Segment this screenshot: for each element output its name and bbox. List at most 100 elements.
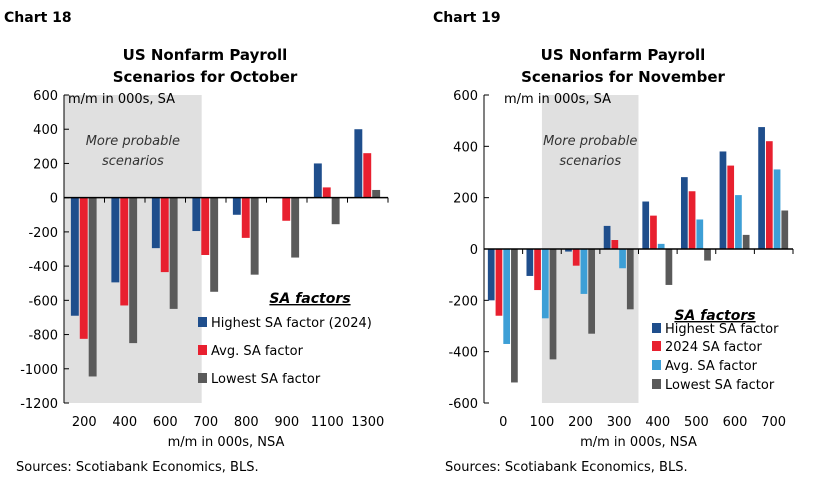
bar-lowest-sa-factor-0 bbox=[511, 249, 518, 383]
source-note: Sources: Scotiabank Economics, BLS. bbox=[445, 460, 688, 475]
bar-highest-sa-factor-500 bbox=[680, 177, 688, 249]
bar-avg-sa-factor-400 bbox=[657, 243, 665, 249]
legend-swatch bbox=[198, 373, 207, 383]
x-tick-label: 900 bbox=[274, 415, 299, 430]
bar-lowest-sa-factor-700 bbox=[210, 197, 219, 292]
legend-swatch bbox=[652, 323, 661, 333]
y-tick-label: -1200 bbox=[20, 397, 58, 412]
x-tick-label: 100 bbox=[530, 415, 555, 430]
bar-lowest-sa-factor-700 bbox=[781, 210, 789, 249]
legend-swatch bbox=[198, 317, 207, 327]
x-axis-label: m/m in 000s, NSA bbox=[168, 435, 285, 450]
bar-2024-sa-factor-500 bbox=[688, 191, 696, 249]
bar-avg-sa-factor-200 bbox=[79, 197, 88, 339]
y-tick-label: -600 bbox=[448, 397, 478, 412]
legend-label: Highest SA factor (2024) bbox=[211, 316, 372, 331]
bar-2024-sa-factor-600 bbox=[727, 165, 735, 249]
bar-lowest-sa-factor-200 bbox=[588, 249, 596, 334]
y-tick-label: 200 bbox=[453, 192, 478, 207]
bar-avg-sa-factor-1300 bbox=[363, 153, 372, 198]
legend-swatch bbox=[652, 360, 661, 370]
y-tick-label: 0 bbox=[50, 192, 58, 207]
bar-highest-sa-factor-700 bbox=[758, 127, 765, 249]
x-tick-label: 0 bbox=[499, 415, 507, 430]
bar-lowest-sa-factor-400 bbox=[129, 197, 138, 344]
bar-avg-sa-factor-300 bbox=[619, 249, 626, 269]
legend-label: Avg. SA factor bbox=[665, 359, 758, 374]
bar-avg-sa-factor-900 bbox=[282, 197, 291, 221]
bar-avg-sa-factor-800 bbox=[241, 197, 250, 238]
bar-highest-sa-factor-2024--700 bbox=[192, 197, 201, 232]
bar-highest-sa-factor-0 bbox=[487, 249, 495, 301]
chart-title: US Nonfarm Payroll bbox=[123, 46, 288, 64]
bar-lowest-sa-factor-600 bbox=[169, 197, 178, 309]
bar-highest-sa-factor-2024--200 bbox=[70, 197, 79, 316]
bar-lowest-sa-factor-400 bbox=[665, 249, 673, 285]
legend-label: Highest SA factor bbox=[665, 322, 779, 337]
x-tick-label: 1100 bbox=[311, 415, 344, 430]
x-tick-label: 200 bbox=[72, 415, 97, 430]
bar-lowest-sa-factor-800 bbox=[250, 197, 259, 275]
bar-avg-sa-factor-600 bbox=[160, 197, 169, 273]
y-tick-label: 400 bbox=[453, 140, 478, 155]
bar-lowest-sa-factor-900 bbox=[291, 197, 300, 258]
x-tick-label: 400 bbox=[112, 415, 137, 430]
x-tick-label: 600 bbox=[153, 415, 178, 430]
legend-title: SA factors bbox=[269, 291, 350, 307]
bar-highest-sa-factor-2024--1300 bbox=[354, 129, 363, 198]
bar-avg-sa-factor-700 bbox=[201, 197, 210, 255]
bar-lowest-sa-factor-1100 bbox=[331, 197, 340, 225]
y-tick-label: -200 bbox=[28, 226, 58, 241]
y-tick-label: 600 bbox=[33, 89, 58, 104]
legend-label: 2024 SA factor bbox=[665, 340, 762, 355]
legend-label: Lowest SA factor bbox=[665, 378, 775, 393]
bar-lowest-sa-factor-500 bbox=[704, 249, 711, 261]
legend-label: Lowest SA factor bbox=[211, 372, 321, 387]
bar-lowest-sa-factor-300 bbox=[626, 249, 634, 310]
y-tick-label: -600 bbox=[28, 294, 58, 309]
bar-highest-sa-factor-600 bbox=[719, 151, 727, 249]
bar-2024-sa-factor-200 bbox=[572, 249, 580, 266]
bar-highest-sa-factor-400 bbox=[642, 201, 650, 249]
y-tick-label: -1000 bbox=[20, 363, 58, 378]
bar-lowest-sa-factor-1300 bbox=[372, 189, 381, 198]
x-tick-label: 700 bbox=[193, 415, 218, 430]
legend-swatch bbox=[652, 341, 661, 351]
bar-2024-sa-factor-0 bbox=[495, 249, 503, 316]
x-tick-label: 800 bbox=[234, 415, 259, 430]
bar-2024-sa-factor-400 bbox=[650, 215, 657, 249]
shade-label: scenarios bbox=[102, 154, 164, 169]
legend-swatch bbox=[652, 379, 661, 389]
source-note: Sources: Scotiabank Economics, BLS. bbox=[16, 460, 259, 475]
bar-highest-sa-factor-200 bbox=[565, 249, 572, 252]
x-tick-label: 500 bbox=[684, 415, 709, 430]
bar-highest-sa-factor-100 bbox=[526, 249, 534, 276]
bar-avg-sa-factor-1100 bbox=[322, 187, 331, 198]
bar-avg-sa-factor-700 bbox=[773, 169, 781, 249]
x-tick-label: 700 bbox=[761, 415, 786, 430]
bar-avg-sa-factor-400 bbox=[120, 197, 129, 306]
y-tick-label: 200 bbox=[33, 157, 58, 172]
bar-avg-sa-factor-0 bbox=[503, 249, 511, 344]
y-tick-label: -400 bbox=[448, 346, 478, 361]
y-tick-label: -400 bbox=[28, 260, 58, 275]
bar-highest-sa-factor-2024--400 bbox=[111, 197, 120, 283]
bar-2024-sa-factor-300 bbox=[611, 240, 619, 249]
bar-avg-sa-factor-100 bbox=[541, 249, 549, 319]
shade-label: More probable bbox=[543, 134, 637, 149]
bar-avg-sa-factor-200 bbox=[580, 249, 588, 294]
chart-title: Scenarios for November bbox=[521, 68, 725, 86]
x-tick-label: 200 bbox=[568, 415, 593, 430]
legend-swatch bbox=[198, 345, 207, 355]
bar-lowest-sa-factor-100 bbox=[549, 249, 557, 360]
y-tick-label: 0 bbox=[470, 243, 478, 258]
y-tick-label: 600 bbox=[453, 89, 478, 104]
bar-lowest-sa-factor-200 bbox=[88, 197, 97, 377]
x-axis-label: m/m in 000s, NSA bbox=[580, 435, 697, 450]
x-tick-label: 1300 bbox=[351, 415, 384, 430]
bar-highest-sa-factor-2024--600 bbox=[151, 197, 160, 249]
shade-label: More probable bbox=[86, 134, 180, 149]
bar-avg-sa-factor-500 bbox=[696, 219, 704, 249]
y-tick-label: 400 bbox=[33, 123, 58, 138]
